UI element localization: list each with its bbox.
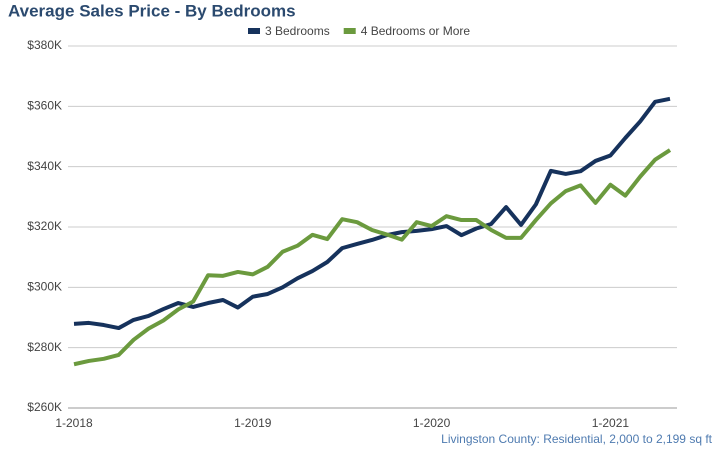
x-tick-label: 1-2020 (413, 416, 451, 430)
chart-note: Livingston County: Residential, 2,000 to… (441, 432, 713, 446)
chart-title: Average Sales Price - By Bedrooms (8, 1, 296, 20)
legend-swatch (343, 28, 356, 34)
legend-swatch (248, 28, 260, 34)
y-tick-label: $320K (27, 219, 62, 233)
y-tick-label: $380K (27, 38, 62, 52)
x-tick-label: 1-2018 (55, 416, 93, 430)
y-tick-label: $280K (27, 340, 62, 354)
legend-label: 4 Bedrooms or More (361, 24, 471, 38)
line-series (73, 148, 672, 367)
y-tick-label: $300K (27, 280, 62, 294)
x-tick-label: 1-2019 (234, 416, 272, 430)
x-tick-label: 1-2021 (592, 416, 630, 430)
line-series (73, 96, 671, 331)
legend-label: 3 Bedrooms (265, 24, 330, 38)
y-tick-label: $360K (27, 99, 62, 113)
y-tick-label: $340K (27, 159, 62, 173)
y-tick-label: $260K (27, 400, 62, 414)
